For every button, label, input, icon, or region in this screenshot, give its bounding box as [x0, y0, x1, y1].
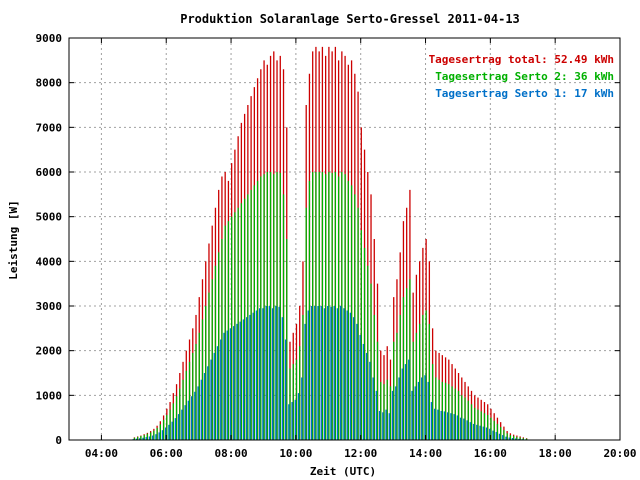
x-tick-label: 18:00 [539, 447, 572, 460]
y-tick-label: 9000 [36, 32, 63, 45]
y-tick-label: 8000 [36, 77, 63, 90]
y-axis-label: Leistung [W] [7, 200, 20, 279]
y-tick-label: 0 [55, 434, 62, 447]
legend-entry-s1: Tagesertrag Serto 1: 17 kWh [435, 87, 614, 100]
x-tick-label: 06:00 [150, 447, 183, 460]
bars [132, 46, 528, 440]
plot-frame [68, 37, 621, 441]
x-tick-label: 16:00 [474, 447, 507, 460]
y-tick-label: 1000 [36, 389, 63, 402]
x-tick-label: 10:00 [279, 447, 312, 460]
legend: Tagesertrag total: 52.49 kWh Tagesertrag … [429, 53, 614, 100]
x-axis-label: Zeit (UTC) [310, 465, 376, 478]
y-ticks: 0 1000 2000 3000 4000 5000 6000 7000 8000 9000 [36, 32, 620, 447]
y-tick-label: 5000 [36, 211, 63, 224]
x-tick-label: 20:00 [603, 447, 636, 460]
chart-title: Produktion Solaranlage Serto-Gressel 201… [180, 12, 520, 26]
y-tick-label: 4000 [36, 255, 63, 268]
x-tick-label: 08:00 [214, 447, 247, 460]
x-tick-label: 14:00 [409, 447, 442, 460]
y-tick-label: 7000 [36, 121, 63, 134]
y-tick-label: 3000 [36, 300, 63, 313]
y-tick-label: 6000 [36, 166, 63, 179]
x-tick-label: 04:00 [85, 447, 118, 460]
legend-entry-s2: Tagesertrag Serto 2: 36 kWh [435, 70, 614, 83]
x-tick-label: 12:00 [344, 447, 377, 460]
x-ticks: 04:00 06:00 08:00 10:00 12:00 14:00 16:00 18:00… [85, 38, 637, 460]
legend-entry-total: Tagesertrag total: 52.49 kWh [429, 53, 614, 66]
y-tick-label: 2000 [36, 345, 63, 358]
